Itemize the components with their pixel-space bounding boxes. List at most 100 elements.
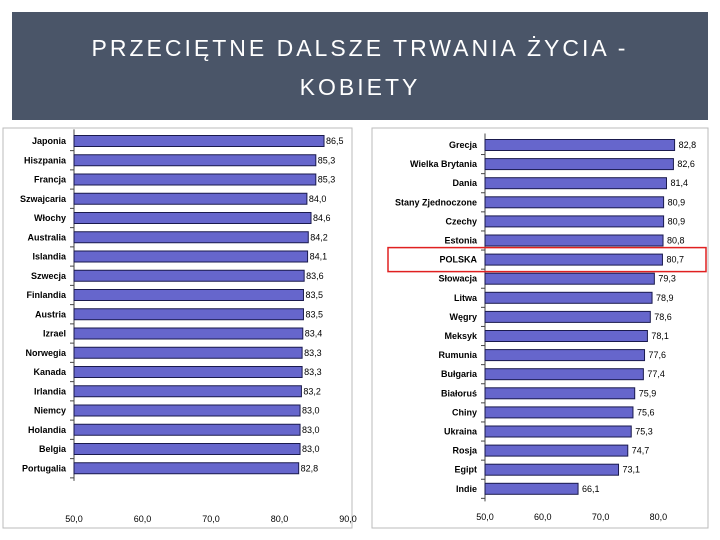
chart-frame bbox=[2, 127, 353, 529]
category-label: Japonia bbox=[32, 136, 67, 146]
bar bbox=[484, 444, 629, 457]
category-label: Rosja bbox=[452, 446, 478, 456]
bar bbox=[73, 154, 317, 167]
value-label: 74,7 bbox=[632, 446, 650, 456]
category-label: Niemcy bbox=[34, 406, 66, 416]
bar bbox=[484, 272, 655, 285]
bar bbox=[73, 327, 304, 340]
bar bbox=[484, 406, 634, 419]
value-label: 85,3 bbox=[318, 175, 336, 185]
value-label: 84,0 bbox=[309, 194, 327, 204]
category-label: Kanada bbox=[33, 367, 67, 377]
category-label: Irlandia bbox=[34, 386, 67, 396]
category-label: Dania bbox=[452, 178, 478, 188]
bar bbox=[484, 330, 648, 342]
x-tick-label: 50,0 bbox=[476, 512, 494, 522]
value-label: 83,0 bbox=[302, 444, 320, 454]
bar bbox=[73, 366, 303, 378]
value-label: 84,1 bbox=[310, 252, 328, 262]
value-label: 84,2 bbox=[310, 232, 328, 242]
value-label: 75,3 bbox=[635, 427, 653, 437]
x-tick-label: 70,0 bbox=[592, 512, 610, 522]
value-label: 83,0 bbox=[302, 406, 320, 416]
title-line-1: PRZECIĘTNE DALSZE TRWANIA ŻYCIA - bbox=[91, 35, 629, 61]
value-label: 80,9 bbox=[668, 197, 686, 207]
bar bbox=[73, 289, 304, 301]
value-label: 77,6 bbox=[649, 350, 667, 360]
category-label: Węgry bbox=[449, 312, 477, 322]
bar bbox=[73, 250, 309, 263]
bar bbox=[484, 368, 644, 381]
value-label: 84,6 bbox=[313, 213, 331, 223]
value-label: 80,8 bbox=[667, 236, 685, 246]
bar bbox=[484, 215, 665, 228]
bar bbox=[73, 404, 301, 417]
category-label: Belgia bbox=[39, 444, 67, 454]
bar bbox=[484, 196, 665, 209]
value-label: 83,4 bbox=[305, 329, 323, 339]
bar bbox=[484, 139, 676, 151]
category-label: Włochy bbox=[34, 213, 66, 223]
category-label: Wielka Brytania bbox=[410, 159, 478, 169]
category-label: Bułgaria bbox=[441, 369, 478, 379]
left-bar-chart: 50,0 60,0 70,0 80,0 90,0 Japonia 86,5 Hiszpania… bbox=[2, 127, 357, 529]
value-label: 80,7 bbox=[666, 255, 684, 265]
category-label: Białoruś bbox=[441, 388, 477, 398]
category-label: Portugalia bbox=[22, 463, 67, 473]
bar bbox=[73, 231, 309, 244]
x-tick-label: 80,0 bbox=[650, 512, 668, 522]
highlight-box bbox=[387, 246, 707, 273]
bar bbox=[73, 443, 301, 455]
bar bbox=[484, 387, 636, 400]
category-label: Estonia bbox=[444, 236, 478, 246]
category-label: Holandia bbox=[28, 425, 67, 435]
bar bbox=[73, 135, 325, 147]
value-label: 66,1 bbox=[582, 484, 600, 494]
category-label: Finlandia bbox=[26, 290, 66, 300]
bar bbox=[484, 291, 653, 304]
bar bbox=[484, 177, 667, 190]
category-label: Izrael bbox=[43, 329, 66, 339]
x-tick-label: 70,0 bbox=[202, 514, 220, 524]
x-tick-label: 80,0 bbox=[271, 514, 289, 524]
category-label: POLSKA bbox=[439, 255, 477, 265]
bar bbox=[73, 462, 300, 475]
category-label: Islandia bbox=[32, 252, 67, 262]
category-label: Ukraina bbox=[444, 427, 478, 437]
category-label: Austria bbox=[35, 309, 67, 319]
value-label: 78,1 bbox=[651, 331, 669, 341]
bar bbox=[73, 212, 312, 224]
bar bbox=[73, 385, 302, 398]
bar bbox=[484, 425, 632, 438]
x-tick-label: 90,0 bbox=[339, 514, 357, 524]
value-label: 78,6 bbox=[654, 312, 672, 322]
category-label: Chiny bbox=[452, 407, 477, 417]
category-label: Szwecja bbox=[31, 271, 67, 281]
bar bbox=[73, 173, 317, 186]
value-label: 75,9 bbox=[639, 388, 657, 398]
value-label: 75,6 bbox=[637, 407, 655, 417]
value-label: 83,5 bbox=[305, 309, 323, 319]
category-label: Litwa bbox=[454, 293, 478, 303]
x-tick-label: 50,0 bbox=[65, 514, 83, 524]
category-label: Hiszpania bbox=[24, 155, 67, 165]
bar bbox=[484, 463, 620, 476]
value-label: 82,8 bbox=[301, 463, 319, 473]
title-banner: PRZECIĘTNE DALSZE TRWANIA ŻYCIA - KOBIET… bbox=[12, 12, 708, 120]
value-label: 86,5 bbox=[326, 136, 344, 146]
category-label: Norwegia bbox=[25, 348, 67, 358]
value-label: 73,1 bbox=[623, 465, 641, 475]
value-label: 85,3 bbox=[318, 155, 336, 165]
bar bbox=[484, 310, 651, 323]
value-label: 82,6 bbox=[677, 159, 695, 169]
category-label: Egipt bbox=[455, 465, 478, 475]
value-label: 83,3 bbox=[304, 348, 322, 358]
x-tick-label: 60,0 bbox=[134, 514, 152, 524]
value-label: 83,3 bbox=[304, 367, 322, 377]
bar bbox=[73, 346, 303, 359]
category-label: Indie bbox=[456, 484, 477, 494]
value-label: 83,5 bbox=[305, 290, 323, 300]
value-label: 79,3 bbox=[658, 274, 676, 284]
category-label: Stany Zjednoczone bbox=[395, 197, 477, 207]
